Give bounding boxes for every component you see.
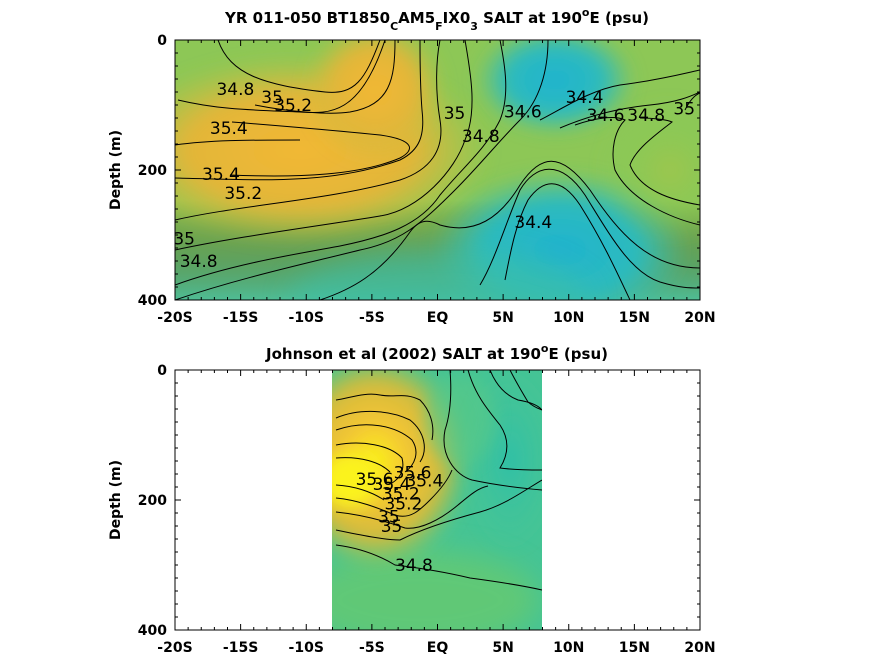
contour-lines-model <box>175 40 700 300</box>
x-tick-label: 10N <box>553 640 584 656</box>
y-axis-label-model: Depth (m) <box>108 130 124 210</box>
panel-model: YR 011-050 BT1850CAM5FIX03 SALT at 190oE… <box>108 6 716 326</box>
x-tick-label: -5S <box>359 310 385 326</box>
contour-label: 35 <box>261 88 283 108</box>
y-tick-label: 200 <box>138 493 167 509</box>
y-tick-label: 0 <box>157 33 167 49</box>
x-ticks-observed: -20S -15S -10S -5S EQ 5N 10N 15N 20N <box>157 370 716 656</box>
contour-label: 35.4 <box>202 165 240 185</box>
x-tick-label: -15S <box>223 310 258 326</box>
contour-label: 34.8 <box>395 556 433 576</box>
contour-label: 34.8 <box>216 80 254 100</box>
contour-label: 35.2 <box>224 184 262 204</box>
x-tick-label: -20S <box>157 640 192 656</box>
x-tick-label: 20N <box>684 310 715 326</box>
x-tick-label: -20S <box>157 310 192 326</box>
contour-label: 35 <box>381 517 403 537</box>
contour-label: 34.8 <box>627 106 665 126</box>
x-tick-label: EQ <box>427 310 449 326</box>
y-tick-label: 400 <box>138 293 167 309</box>
x-tick-label: 5N <box>492 640 513 656</box>
contour-label: 35 <box>673 99 695 119</box>
x-tick-label: 5N <box>492 310 513 326</box>
y-tick-label: 400 <box>138 623 167 639</box>
contour-label: 34.8 <box>462 127 500 147</box>
panel-observed: Johnson et al (2002) SALT at 190oE (psu) <box>108 342 716 656</box>
x-tick-label: -10S <box>289 310 324 326</box>
contour-label: 35.4 <box>210 119 248 139</box>
contour-label: 34.4 <box>566 88 604 108</box>
contour-labels-model: 34.8 3535.235.435.435.23534.83534.834.634… <box>173 80 695 272</box>
contour-label: 35.6 <box>356 470 394 490</box>
y-ticks-model: 0 200 400 <box>138 33 700 309</box>
y-tick-label: 0 <box>157 363 167 379</box>
contour-label: 35 <box>444 104 466 124</box>
x-tick-label: EQ <box>427 640 449 656</box>
salinity-field-model <box>175 40 700 300</box>
contour-label: 34.8 <box>180 252 218 272</box>
x-tick-label: 15N <box>619 640 650 656</box>
contour-label: 35.2 <box>382 485 420 505</box>
contour-label: 35.4 <box>373 475 411 495</box>
contour-label: 34.6 <box>504 103 542 123</box>
contour-label: 35 <box>378 507 400 527</box>
salinity-field-observed <box>332 370 542 630</box>
x-tick-label: -5S <box>359 640 385 656</box>
y-tick-label: 200 <box>138 163 167 179</box>
y-ticks-observed: 0 200 400 <box>138 363 700 639</box>
x-tick-label: -15S <box>223 640 258 656</box>
x-ticks-model: -20S -15S -10S -5S EQ 5N 10N 15N 20N <box>157 40 716 326</box>
contour-label: 35 <box>173 229 195 249</box>
contour-label: 35.2 <box>274 96 312 116</box>
contour-lines-observed <box>335 370 542 591</box>
y-axis-label-observed: Depth (m) <box>108 460 124 540</box>
contour-label: 35.6 <box>394 464 432 484</box>
title-observed: Johnson et al (2002) SALT at 190oE (psu) <box>265 342 608 363</box>
contour-label: 35.4 <box>405 472 443 492</box>
x-tick-label: 20N <box>684 640 715 656</box>
x-tick-label: 15N <box>619 310 650 326</box>
contour-label: 34.6 <box>587 106 625 126</box>
x-tick-label: 10N <box>553 310 584 326</box>
title-model: YR 011-050 BT1850CAM5FIX03 SALT at 190oE… <box>224 6 649 33</box>
contour-label: 35.2 <box>384 494 422 514</box>
contour-label: 34.4 <box>514 213 552 233</box>
x-tick-label: -10S <box>289 640 324 656</box>
